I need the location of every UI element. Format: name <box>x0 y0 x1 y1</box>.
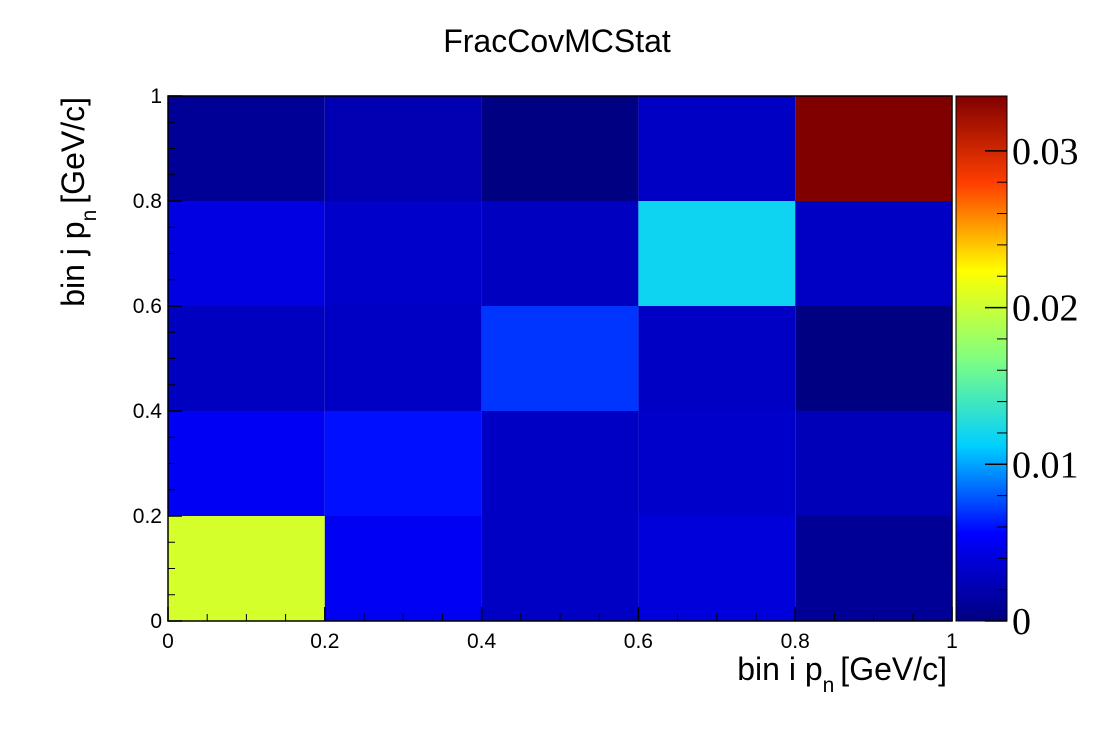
heatmap-cell-1-3 <box>638 411 796 516</box>
heatmap-cell-1-4 <box>795 411 952 516</box>
x-axis-title-main: bin i p <box>737 651 822 687</box>
x-axis-title: bin i pn [GeV/c] <box>737 651 947 697</box>
x-axis-title-sub: n <box>823 674 835 697</box>
chart-title: FracCovMCStat <box>443 23 671 59</box>
heatmap-cell-1-1 <box>324 411 482 516</box>
heatmap-cell-3-1 <box>324 201 482 306</box>
y-axis-ticks: 0 0.2 0.4 0.6 0.8 1 <box>133 85 182 633</box>
heatmap-cell-0-3 <box>638 516 796 621</box>
x-axis-title-unit: [GeV/c] <box>840 651 947 687</box>
heatmap-cells <box>168 96 952 621</box>
colorbar-ticks: 0 0.01 0.02 0.03 <box>985 131 1079 643</box>
heatmap-cell-0-2 <box>481 516 639 621</box>
x-tick-label: 0 <box>162 630 174 653</box>
heatmap-cell-0-4 <box>795 516 952 621</box>
heatmap-cell-3-2 <box>481 201 639 306</box>
heatmap-cell-2-0 <box>168 306 325 411</box>
colorbar-gradient <box>955 95 1008 622</box>
x-tick-label: 0.4 <box>467 630 497 653</box>
x-tick-label: 0.2 <box>310 630 339 653</box>
y-axis-title: bin j pn [GeV/c] <box>55 97 101 307</box>
colorbar-tick-label: 0.02 <box>1012 288 1079 330</box>
x-axis-ticks: 0 0.2 0.4 0.6 0.8 1 <box>162 607 958 653</box>
heatmap-cell-4-1 <box>324 96 482 201</box>
heatmap-cell-4-0 <box>168 96 325 201</box>
y-axis-title-unit: [GeV/c] <box>55 97 91 204</box>
y-tick-label: 1 <box>150 85 162 108</box>
heatmap-cell-2-4 <box>795 306 952 411</box>
colorbar-tick-label: 0.01 <box>1012 444 1079 486</box>
heatmap-cell-3-0 <box>168 201 325 306</box>
heatmap-cell-0-0 <box>168 516 325 621</box>
x-tick-label: 0.8 <box>781 630 810 653</box>
heatmap-cell-1-0 <box>168 411 325 516</box>
colorbar-tick-label: 0 <box>1012 601 1031 643</box>
heatmap-cell-4-4 <box>795 96 952 201</box>
y-axis-title-main: bin j p <box>55 221 91 306</box>
x-tick-label: 0.6 <box>624 630 653 653</box>
x-tick-label: 1 <box>946 630 958 653</box>
heatmap-cell-3-3 <box>638 201 796 306</box>
y-tick-label: 0.4 <box>133 400 163 423</box>
heatmap-cell-2-1 <box>324 306 482 411</box>
y-tick-label: 0 <box>150 610 162 633</box>
heatmap-cell-4-2 <box>481 96 639 201</box>
heatmap-cell-3-4 <box>795 201 952 306</box>
heatmap-cell-1-2 <box>481 411 639 516</box>
y-tick-label: 0.8 <box>133 190 162 213</box>
y-tick-label: 0.2 <box>133 505 162 528</box>
y-axis-title-sub: n <box>78 210 101 222</box>
colorbar-tick-label: 0.03 <box>1012 131 1079 173</box>
heatmap-cell-0-1 <box>324 516 482 621</box>
heatmap-cell-4-3 <box>638 96 796 201</box>
heatmap-cell-2-2 <box>481 306 639 411</box>
heatmap-cell-2-3 <box>638 306 796 411</box>
colorbar: 0 0.01 0.02 0.03 <box>955 95 1079 643</box>
y-tick-label: 0.6 <box>133 295 162 318</box>
